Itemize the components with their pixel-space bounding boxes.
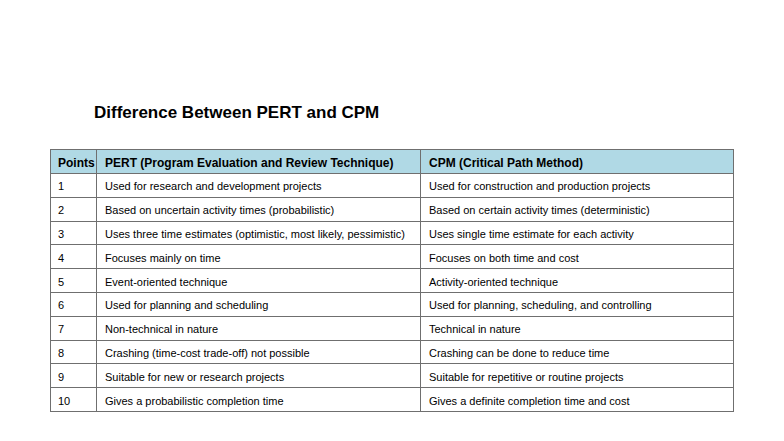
point-number: 9 xyxy=(58,371,64,383)
cpm-cell: Uses single time estimate for each activ… xyxy=(421,221,734,245)
pert-text: Non-technical in nature xyxy=(105,323,218,335)
points-cell: 5 xyxy=(51,269,97,293)
header-points-label: Points xyxy=(58,157,95,170)
header-pert: PERT (Program Evaluation and Review Tech… xyxy=(97,150,421,174)
table-row: 4 Focuses mainly on time Focuses on both… xyxy=(51,245,734,269)
pert-cell: Based on uncertain activity times (proba… xyxy=(97,197,421,221)
pert-text: Suitable for new or research projects xyxy=(105,371,284,383)
points-cell: 1 xyxy=(51,174,97,198)
table-row: 3 Uses three time estimates (optimistic,… xyxy=(51,221,734,245)
points-cell: 4 xyxy=(51,245,97,269)
cpm-cell: Crashing can be done to reduce time xyxy=(421,340,734,364)
pert-cell: Used for planning and scheduling xyxy=(97,292,421,316)
point-number: 2 xyxy=(58,204,64,216)
cpm-cell: Used for construction and production pro… xyxy=(421,174,734,198)
point-number: 6 xyxy=(58,299,64,311)
pert-cell: Gives a probabilistic completion time xyxy=(97,388,421,412)
pert-text: Used for research and development projec… xyxy=(105,180,321,192)
table-row: 10 Gives a probabilistic completion time… xyxy=(51,388,734,412)
pert-text: Uses three time estimates (optimistic, m… xyxy=(105,228,405,240)
cpm-cell: Focuses on both time and cost xyxy=(421,245,734,269)
cpm-text: Suitable for repetitive or routine proje… xyxy=(429,371,623,383)
cpm-text: Uses single time estimate for each activ… xyxy=(429,228,634,240)
table-row: 5 Event-oriented technique Activity-orie… xyxy=(51,269,734,293)
point-number: 1 xyxy=(58,180,64,192)
cpm-text: Used for planning, scheduling, and contr… xyxy=(429,299,652,311)
cpm-text: Technical in nature xyxy=(429,323,521,335)
cpm-cell: Used for planning, scheduling, and contr… xyxy=(421,292,734,316)
cpm-text: Crashing can be done to reduce time xyxy=(429,347,609,359)
points-cell: 9 xyxy=(51,364,97,388)
header-points: Points xyxy=(51,150,97,174)
pert-cell: Non-technical in nature xyxy=(97,316,421,340)
table-header-row: Points PERT (Program Evaluation and Revi… xyxy=(51,150,734,174)
pert-text: Used for planning and scheduling xyxy=(105,299,268,311)
point-number: 10 xyxy=(58,395,70,407)
point-number: 3 xyxy=(58,228,64,240)
pert-cell: Event-oriented technique xyxy=(97,269,421,293)
pert-text: Gives a probabilistic completion time xyxy=(105,395,284,407)
points-cell: 2 xyxy=(51,197,97,221)
page-title: Difference Between PERT and CPM xyxy=(94,103,379,123)
header-cpm: CPM (Critical Path Method) xyxy=(421,150,734,174)
point-number: 7 xyxy=(58,323,64,335)
header-cpm-label: CPM (Critical Path Method) xyxy=(429,157,583,170)
points-cell: 10 xyxy=(51,388,97,412)
table-row: 1 Used for research and development proj… xyxy=(51,174,734,198)
header-pert-label: PERT (Program Evaluation and Review Tech… xyxy=(105,157,394,170)
table-row: 8 Crashing (time-cost trade-off) not pos… xyxy=(51,340,734,364)
pert-cell: Suitable for new or research projects xyxy=(97,364,421,388)
points-cell: 8 xyxy=(51,340,97,364)
point-number: 4 xyxy=(58,252,64,264)
pert-cell: Used for research and development projec… xyxy=(97,174,421,198)
pert-cell: Uses three time estimates (optimistic, m… xyxy=(97,221,421,245)
cpm-cell: Technical in nature xyxy=(421,316,734,340)
table-row: 9 Suitable for new or research projects … xyxy=(51,364,734,388)
pert-text: Based on uncertain activity times (proba… xyxy=(105,204,334,216)
cpm-text: Focuses on both time and cost xyxy=(429,252,579,264)
pert-cell: Crashing (time-cost trade-off) not possi… xyxy=(97,340,421,364)
points-cell: 3 xyxy=(51,221,97,245)
point-number: 8 xyxy=(58,347,64,359)
table-row: 2 Based on uncertain activity times (pro… xyxy=(51,197,734,221)
points-cell: 7 xyxy=(51,316,97,340)
cpm-cell: Suitable for repetitive or routine proje… xyxy=(421,364,734,388)
pert-cell: Focuses mainly on time xyxy=(97,245,421,269)
pert-cpm-comparison-table: Points PERT (Program Evaluation and Revi… xyxy=(50,149,734,412)
cpm-text: Used for construction and production pro… xyxy=(429,180,650,192)
table-row: 6 Used for planning and scheduling Used … xyxy=(51,292,734,316)
cpm-cell: Based on certain activity times (determi… xyxy=(421,197,734,221)
cpm-cell: Gives a definite completion time and cos… xyxy=(421,388,734,412)
pert-text: Event-oriented technique xyxy=(105,276,227,288)
pert-text: Crashing (time-cost trade-off) not possi… xyxy=(105,347,310,359)
cpm-text: Gives a definite completion time and cos… xyxy=(429,395,630,407)
cpm-text: Activity-oriented technique xyxy=(429,276,558,288)
points-cell: 6 xyxy=(51,292,97,316)
pert-text: Focuses mainly on time xyxy=(105,252,221,264)
point-number: 5 xyxy=(58,276,64,288)
table-row: 7 Non-technical in nature Technical in n… xyxy=(51,316,734,340)
cpm-text: Based on certain activity times (determi… xyxy=(429,204,650,216)
cpm-cell: Activity-oriented technique xyxy=(421,269,734,293)
